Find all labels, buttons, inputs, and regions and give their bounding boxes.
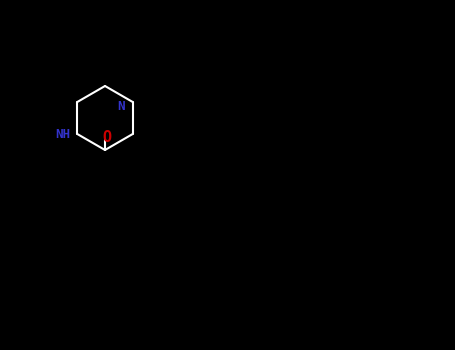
Text: N: N — [117, 100, 125, 113]
Text: NH: NH — [55, 127, 70, 140]
Text: O: O — [102, 131, 111, 146]
